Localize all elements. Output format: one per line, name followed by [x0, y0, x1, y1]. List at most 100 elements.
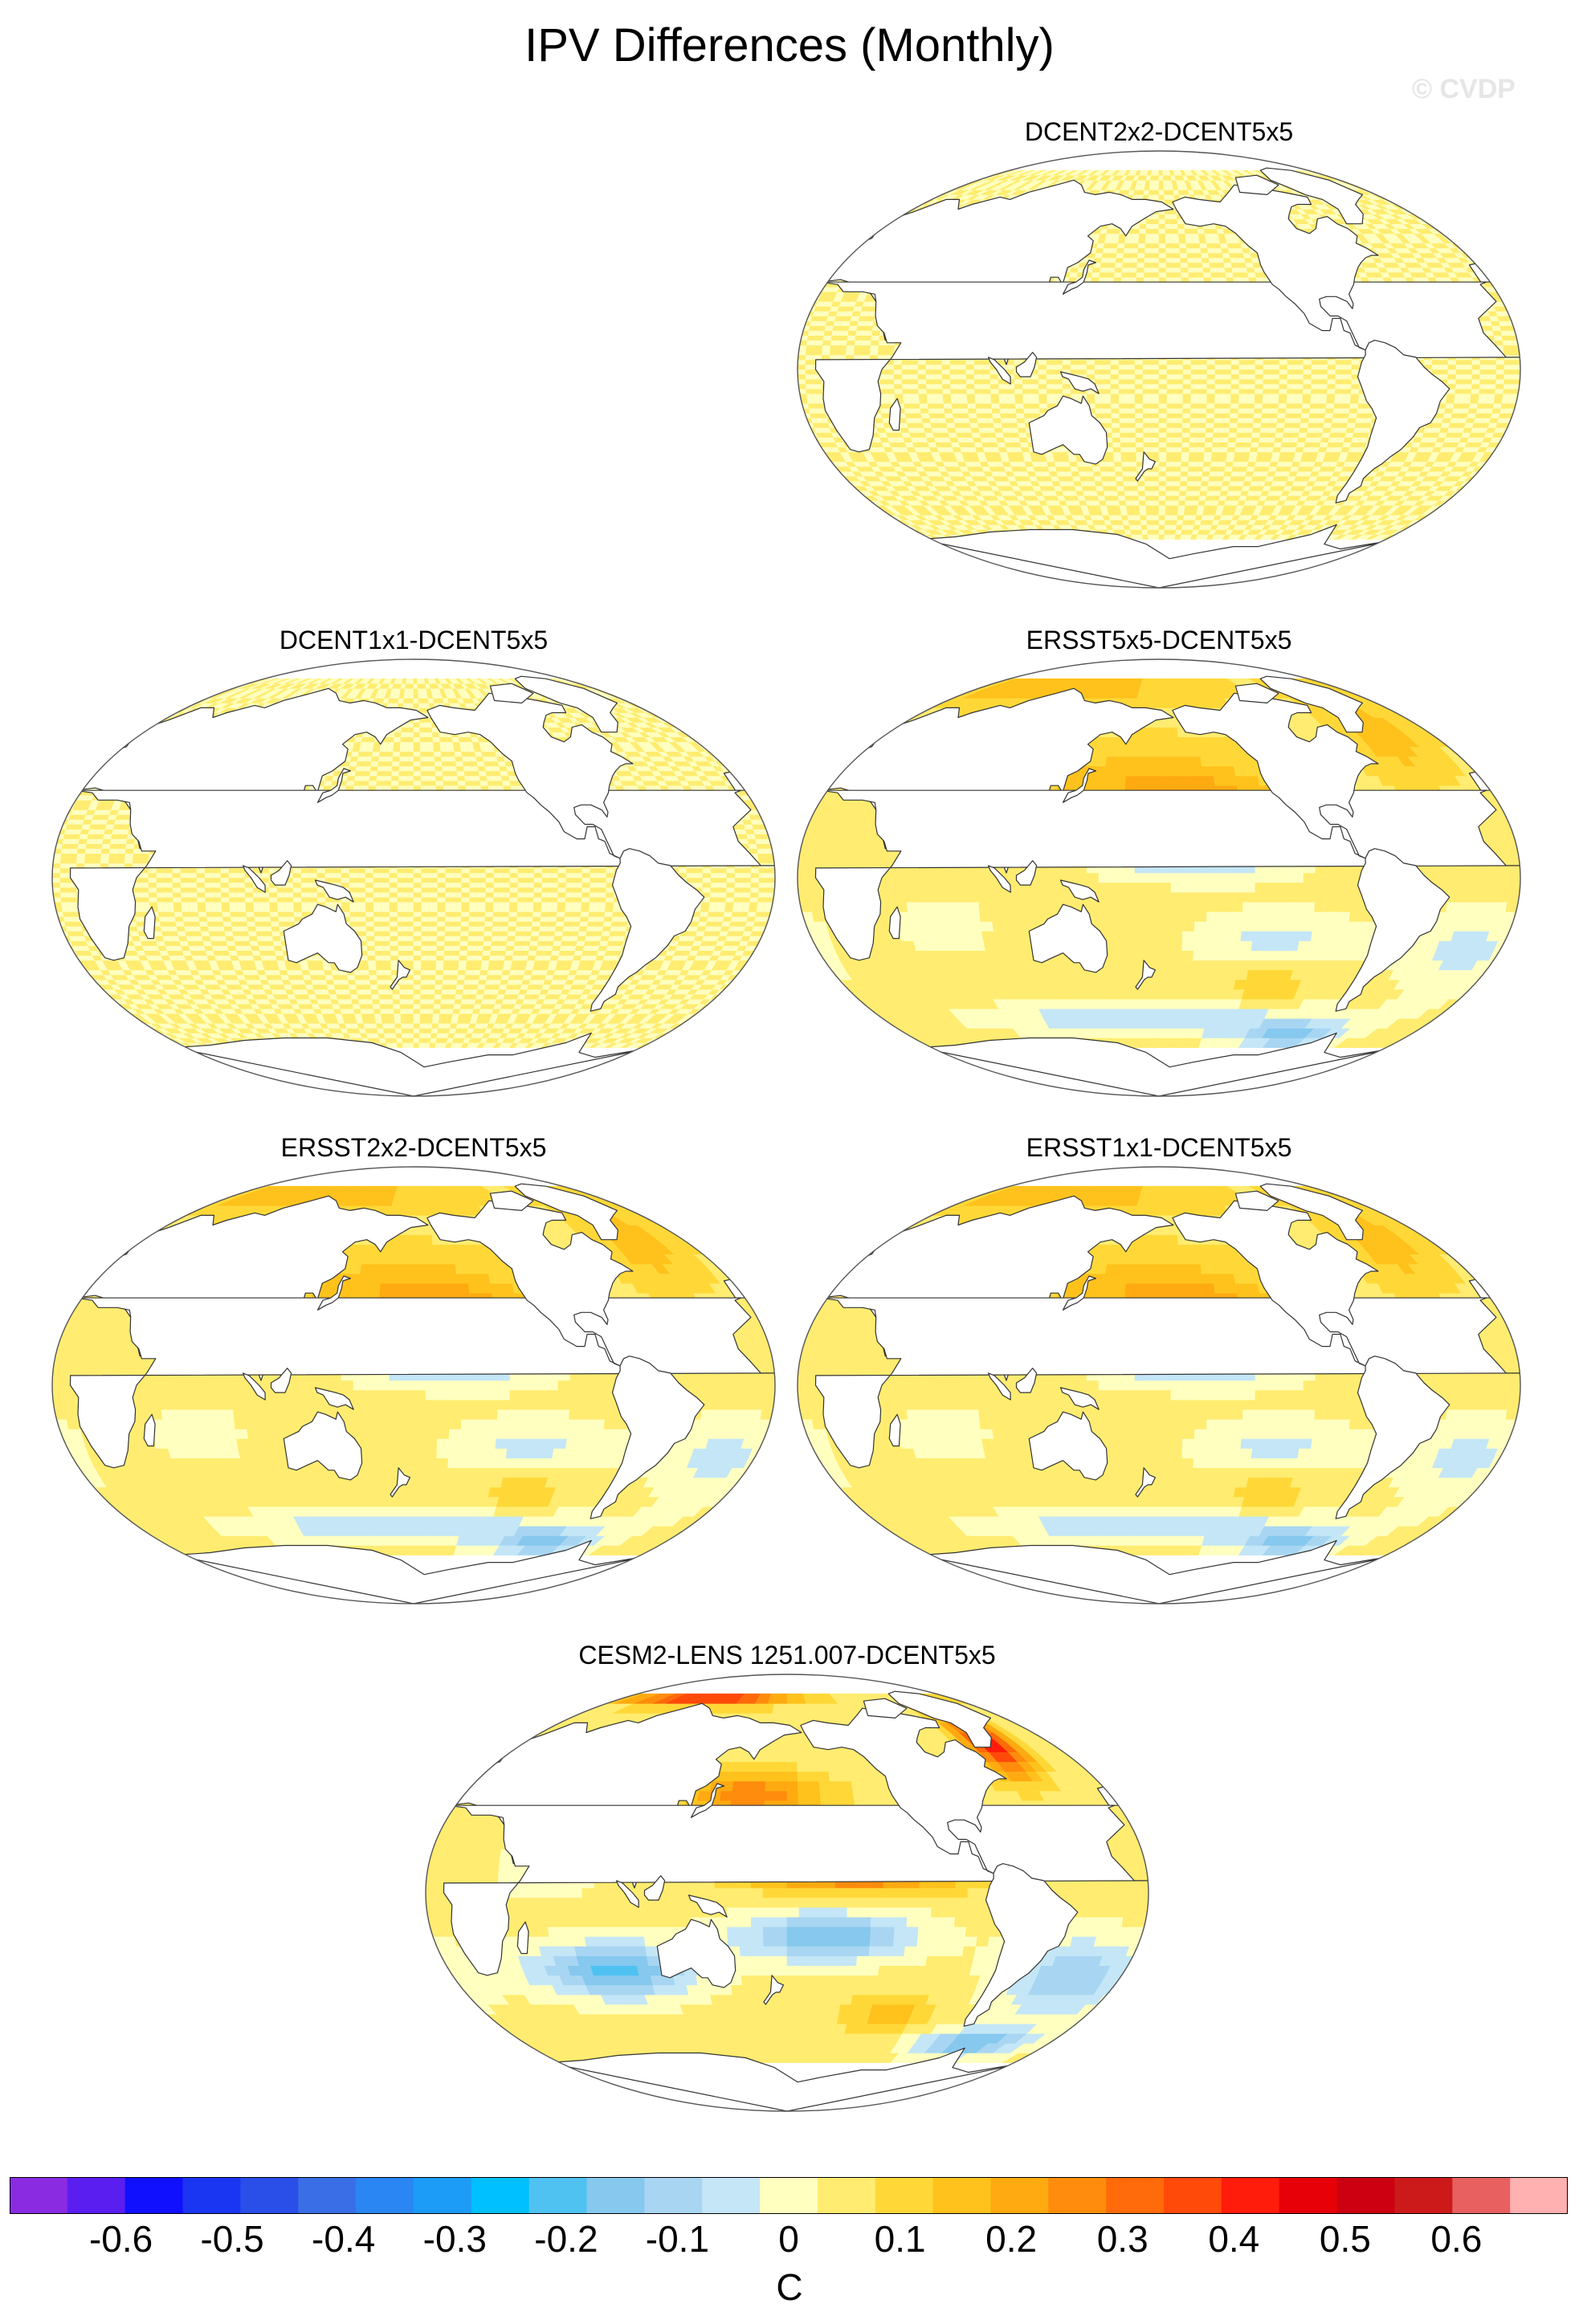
field-cell: [1146, 520, 1153, 525]
field-cell: [1465, 418, 1476, 423]
field-cell: [1279, 451, 1289, 458]
field-cell: [1012, 442, 1022, 447]
field-cell: [807, 403, 818, 409]
field-cell: [1192, 495, 1201, 501]
field-cell: [1181, 456, 1189, 463]
field-cell: [1218, 276, 1227, 283]
field-cell: [863, 330, 873, 336]
field-cell: [1124, 490, 1132, 496]
field-cell: [1242, 446, 1251, 453]
field-cell: [1151, 271, 1160, 278]
field-cell: [1120, 437, 1128, 442]
field-cell: [1327, 373, 1336, 380]
field-cell: [886, 345, 896, 351]
field-cell: [1263, 451, 1274, 458]
field-cell: [830, 340, 840, 346]
field-cell: [1276, 422, 1286, 428]
field-cell: [817, 320, 828, 326]
field-cell: [1277, 413, 1287, 418]
field-cell: [1246, 271, 1257, 278]
field-cell: [1447, 369, 1457, 375]
field-cell: [1166, 413, 1176, 418]
field-cell: [1174, 413, 1183, 418]
field-cell: [1107, 267, 1116, 273]
field-cell: [1301, 403, 1312, 409]
field-cell: [1183, 510, 1192, 516]
field-cell: [1222, 359, 1232, 365]
field-cell: [1303, 369, 1312, 375]
field-cell: [1498, 320, 1508, 326]
field-cell: [1189, 418, 1199, 423]
field-cell: [832, 325, 843, 331]
field-cell: [933, 373, 943, 380]
field-cell: [1014, 393, 1024, 399]
field-cell: [911, 403, 921, 409]
field-cell: [1292, 418, 1302, 423]
field-cell: [1126, 378, 1136, 385]
field-cell: [1193, 475, 1203, 482]
field-cell: [1126, 359, 1136, 365]
field-cell: [1255, 461, 1264, 467]
field-cell: [900, 427, 910, 433]
field-cell: [1352, 432, 1362, 438]
field-cell: [965, 442, 976, 447]
field-cell: [1181, 442, 1190, 447]
field-cell: [1503, 345, 1512, 351]
field-cell: [941, 378, 951, 385]
field-cell: [870, 349, 879, 356]
field-cell: [1100, 475, 1110, 482]
field-cell: [1206, 485, 1216, 491]
field-cell: [1326, 398, 1336, 404]
field-cell: [1202, 271, 1212, 278]
field-cell: [1357, 408, 1366, 414]
field-cell: [1350, 388, 1360, 394]
field-cell: [806, 383, 815, 389]
field-cell: [806, 349, 815, 356]
field-cell: [1468, 403, 1479, 409]
field-cell: [1504, 359, 1513, 365]
field-cell: [1142, 393, 1152, 399]
field-cell: [1222, 393, 1232, 399]
field-cell: [1198, 413, 1207, 418]
field-cell: [1270, 398, 1279, 404]
field-cell: [1486, 393, 1496, 399]
watermark-text: © CVDP: [1412, 74, 1516, 105]
field-cell: [906, 422, 916, 428]
field-cell: [1139, 504, 1147, 511]
field-cell: [833, 320, 843, 326]
field-cell: [1270, 403, 1279, 409]
field-cell: [1452, 408, 1462, 414]
field-cell: [1336, 437, 1346, 442]
field-cell: [1213, 422, 1222, 428]
field-cell: [1255, 388, 1264, 394]
field-cell: [1475, 413, 1485, 418]
field-cell: [1326, 388, 1336, 394]
field-cell: [1198, 373, 1208, 380]
field-cell: [1217, 466, 1226, 472]
field-cell: [1483, 413, 1493, 418]
field-cell: [1094, 359, 1104, 365]
field-cell: [1166, 437, 1175, 442]
field-cell: [1082, 490, 1091, 496]
field-cell: [965, 383, 975, 389]
field-cell: [1104, 495, 1113, 501]
field-cell: [1458, 418, 1468, 423]
field-cell: [1476, 403, 1487, 409]
field-cell: [1151, 451, 1160, 458]
field-cell: [1317, 408, 1327, 414]
field-cell: [1165, 271, 1174, 278]
field-cell: [1361, 427, 1371, 433]
field-cell: [1287, 446, 1297, 453]
field-cell: [901, 378, 911, 385]
field-cell: [1137, 485, 1146, 491]
field-cell: [1118, 403, 1128, 409]
field-cell: [1309, 403, 1319, 409]
field-cell: [1127, 515, 1136, 520]
field-cell: [1342, 398, 1352, 404]
field-cell: [1341, 403, 1351, 409]
field-cell: [1255, 373, 1264, 380]
field-cell: [1134, 383, 1144, 389]
field-cell: [991, 403, 1001, 409]
field-cell: [1279, 446, 1290, 453]
field-cell: [983, 403, 993, 409]
